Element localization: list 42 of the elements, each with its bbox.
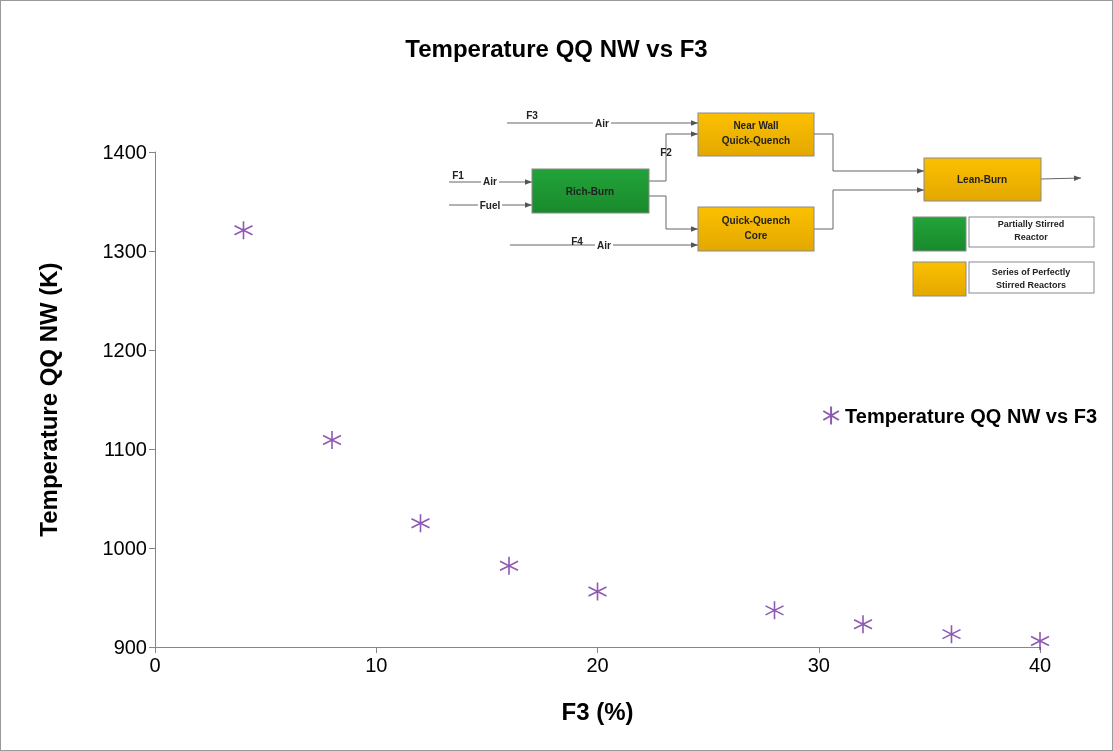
point — [853, 614, 873, 635]
annotation: F1 — [452, 170, 465, 181]
point — [410, 513, 431, 534]
annotation: F2 — [660, 147, 673, 158]
text: F3 — [526, 110, 538, 121]
point — [233, 220, 254, 241]
y-tick-label: 900 — [113, 636, 147, 658]
x-tick-label: 40 — [1028, 654, 1052, 676]
x-tick-label: 20 — [586, 654, 609, 676]
x-tick-label: 10 — [365, 654, 388, 676]
annotation: F4 — [571, 236, 584, 247]
annotation: Fuel — [479, 200, 501, 211]
legend-label: Temperature QQ NW vs F3 — [845, 404, 1098, 427]
point — [941, 624, 962, 644]
point — [499, 556, 519, 576]
annotation: Core — [744, 230, 768, 241]
annotation: Lean-Burn — [957, 174, 1007, 185]
y-tick-label: 1300 — [102, 240, 147, 262]
text: Air — [595, 118, 609, 129]
annotation: Reactor — [1014, 232, 1049, 242]
text: Quick-Quench — [721, 135, 791, 146]
point — [322, 430, 342, 450]
y-tick-label: 1100 — [103, 438, 147, 460]
annotation: Rich-Burn — [565, 186, 615, 197]
y-tick-label: 1400 — [102, 141, 147, 163]
point — [587, 581, 608, 602]
x-tick-label: 0 — [149, 654, 161, 676]
text: Near Wall — [733, 120, 779, 131]
x-tick-label: 30 — [807, 654, 830, 676]
annotation: Air — [597, 240, 612, 251]
x-axis-title: F3 (%) — [561, 697, 634, 725]
point — [1030, 631, 1050, 651]
point — [764, 600, 785, 621]
annotation: Stirred Reactors — [995, 280, 1067, 290]
y-axis-title: Temperature QQ NW (K) — [34, 262, 62, 537]
chart-title: Temperature QQ NW vs F3 — [405, 34, 708, 62]
y-tick-label: 1000 — [102, 537, 147, 559]
annotation: Air — [483, 176, 498, 187]
annotation: Series of Perfectly — [991, 267, 1071, 277]
annotation: Quick-Quench — [721, 215, 791, 226]
y-tick-label: 1200 — [102, 339, 147, 361]
annotation: Partially Stirred — [997, 219, 1065, 229]
